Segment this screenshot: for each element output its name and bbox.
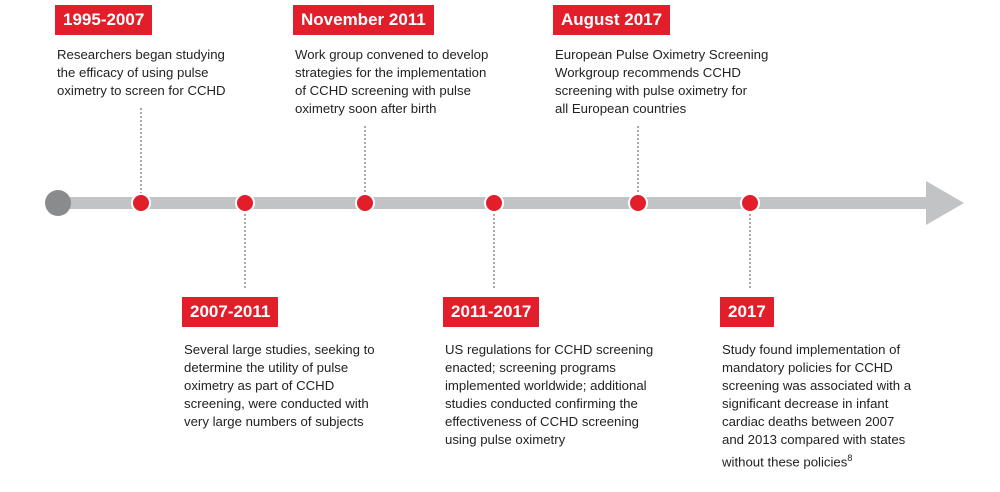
description-text: oximetry as part of CCHD [184, 378, 335, 393]
description-text: significant decrease in infant [722, 396, 889, 411]
description-text: without these policies [722, 454, 848, 470]
description-line: studies conducted confirming the [445, 395, 653, 413]
description-text: determine the utility of pulse [184, 360, 349, 375]
description-line: Work group convened to develop [295, 46, 488, 64]
footnote-ref: 8 [847, 453, 853, 463]
event-description: European Pulse Oximetry Screening Workgro… [555, 46, 768, 118]
description-line: implemented worldwide; additional [445, 377, 653, 395]
description-line: the efficacy of using pulse [57, 64, 226, 82]
description-text: using pulse oximetry [445, 432, 566, 447]
description-line: European Pulse Oximetry Screening [555, 46, 768, 64]
description-text: European Pulse Oximetry Screening [555, 47, 769, 62]
description-line: significant decrease in infant [722, 395, 911, 413]
description-text: screening, were conducted with [184, 396, 369, 411]
description-text: the efficacy of using pulse [57, 65, 209, 80]
arrow-head [926, 181, 964, 225]
description-text: cardiac deaths between 2007 [722, 414, 895, 429]
description-line: without these policies8 [722, 449, 911, 470]
description-text: Workgroup recommends CCHD [555, 65, 741, 80]
description-line: Several large studies, seeking to [184, 341, 375, 359]
description-text: Study found implementation of [722, 342, 901, 357]
description-line: enacted; screening programs [445, 359, 653, 377]
description-text: mandatory policies for CCHD [722, 360, 893, 375]
description-line: and 2013 compared with states [722, 431, 911, 449]
description-line: strategies for the implementation [295, 64, 488, 82]
event-date: August 2017 [553, 5, 671, 35]
description-text: Several large studies, seeking to [184, 342, 375, 357]
event-dot [628, 193, 648, 213]
description-text: and 2013 compared with states [722, 432, 906, 447]
description-text: oximetry to screen for CCHD [57, 83, 226, 98]
event-description: Researchers began studying the efficacy o… [57, 46, 226, 100]
event-date: 2011-2017 [443, 297, 540, 327]
description-text: implemented worldwide; additional [445, 378, 647, 393]
event-date: November 2011 [293, 5, 434, 35]
description-line: screening with pulse oximetry for [555, 82, 768, 100]
start-dot [45, 190, 71, 216]
event-dot [131, 193, 151, 213]
description-text: of CCHD screening with pulse [295, 83, 471, 98]
description-line: Researchers began studying [57, 46, 226, 64]
event-date: 2007-2011 [182, 297, 279, 327]
description-line: all European countries [555, 100, 768, 118]
description-text: very large numbers of subjects [184, 414, 364, 429]
description-text: effectiveness of CCHD screening [445, 414, 639, 429]
event-description: Study found implementation of mandatory p… [722, 341, 911, 470]
description-line: very large numbers of subjects [184, 413, 375, 431]
description-line: cardiac deaths between 2007 [722, 413, 911, 431]
description-line: oximetry as part of CCHD [184, 377, 375, 395]
event-dot [484, 193, 504, 213]
event-dot [235, 193, 255, 213]
description-text: Work group convened to develop [295, 47, 489, 62]
description-text: strategies for the implementation [295, 65, 487, 80]
description-text: all European countries [555, 101, 687, 116]
description-line: oximetry to screen for CCHD [57, 82, 226, 100]
event-description: US regulations for CCHD screening enacted… [445, 341, 653, 449]
description-text: enacted; screening programs [445, 360, 616, 375]
event-description: Several large studies, seeking to determi… [184, 341, 375, 431]
description-line: US regulations for CCHD screening [445, 341, 653, 359]
event-dot [355, 193, 375, 213]
description-text: Researchers began studying [57, 47, 225, 62]
description-text: studies conducted confirming the [445, 396, 638, 411]
description-text: screening was associated with a [722, 378, 912, 393]
description-text: screening with pulse oximetry for [555, 83, 748, 98]
description-line: mandatory policies for CCHD [722, 359, 911, 377]
description-line: effectiveness of CCHD screening [445, 413, 653, 431]
event-description: Work group convened to develop strategies… [295, 46, 488, 118]
description-text: US regulations for CCHD screening [445, 342, 654, 357]
description-text: oximetry soon after birth [295, 101, 437, 116]
description-line: using pulse oximetry [445, 431, 653, 449]
event-date: 2017 [720, 297, 774, 327]
description-line: Workgroup recommends CCHD [555, 64, 768, 82]
description-line: screening was associated with a [722, 377, 911, 395]
event-dot [740, 193, 760, 213]
description-line: Study found implementation of [722, 341, 911, 359]
description-line: oximetry soon after birth [295, 100, 488, 118]
description-line: screening, were conducted with [184, 395, 375, 413]
description-line: of CCHD screening with pulse [295, 82, 488, 100]
description-line: determine the utility of pulse [184, 359, 375, 377]
event-date: 1995-2007 [55, 5, 153, 35]
